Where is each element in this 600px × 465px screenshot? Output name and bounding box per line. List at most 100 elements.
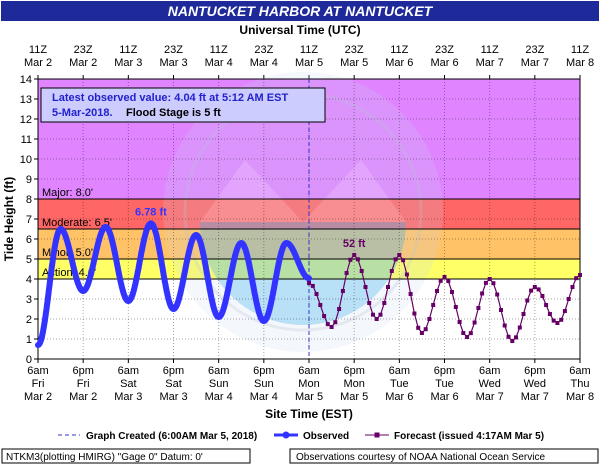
- forecast-point: [367, 301, 372, 305]
- forecast-point: [476, 306, 481, 310]
- top-tick-time: 11Z: [300, 44, 318, 56]
- forecast-point: [329, 325, 334, 329]
- forecast-point: [359, 269, 364, 273]
- forecast-point: [544, 303, 549, 307]
- y-tick-label: 12: [20, 114, 32, 126]
- x-tick-date: Mar 2: [69, 391, 97, 403]
- top-tick-time: 23Z: [345, 44, 364, 56]
- legend-created-label: Graph Created (6:00AM Mar 5, 2018): [86, 431, 257, 442]
- x-tick-day: Mon: [343, 378, 364, 390]
- y-tick-label: 2: [26, 314, 32, 326]
- observed-series-line: [35, 220, 312, 348]
- forecast-point: [337, 307, 342, 311]
- forecast-point: [540, 294, 545, 298]
- forecast-point: [318, 303, 323, 307]
- forecast-point: [461, 331, 466, 335]
- forecast-point: [547, 312, 552, 316]
- y-tick-label: 5: [26, 254, 32, 266]
- x-tick-day: Sat: [120, 378, 137, 390]
- forecast-point: [325, 322, 330, 327]
- forecast-point: [397, 253, 402, 257]
- forecast-point: [555, 321, 560, 325]
- forecast-point: [340, 289, 345, 293]
- x-tick-date: Mar 3: [159, 391, 187, 403]
- forecast-point: [483, 280, 488, 285]
- x-tick-date: Mar 3: [114, 391, 142, 403]
- forecast-point: [310, 283, 315, 288]
- y-tick-label: 9: [26, 174, 32, 186]
- forecast-point: [457, 320, 462, 324]
- forecast-point: [517, 325, 522, 330]
- x-axis-label: Site Time (EST): [265, 407, 353, 421]
- top-tick-time: 23Z: [74, 44, 93, 56]
- y-tick-label: 0: [26, 354, 32, 366]
- x-tick-day: Tue: [435, 378, 454, 390]
- forecast-point: [510, 339, 515, 343]
- x-tick-date: Mar 4: [205, 391, 233, 403]
- footer-right-text: Observations courtesy of NOAA National O…: [296, 452, 545, 463]
- top-tick-time: 11Z: [29, 44, 47, 56]
- category-label-moderate: Moderate: 6.5': [42, 217, 112, 229]
- forecast-point: [378, 312, 383, 317]
- legend: Graph Created (6:00AM Mar 5, 2018) Obser…: [58, 431, 544, 442]
- top-tick-date: Mar 3: [114, 57, 142, 69]
- forecast-point: [480, 291, 485, 296]
- x-tick-time: 6pm: [253, 365, 274, 377]
- x-tick-time: 6am: [389, 365, 410, 377]
- top-tick-date: Mar 7: [521, 57, 549, 69]
- forecast-point: [314, 292, 319, 296]
- forecast-point: [529, 288, 534, 293]
- forecast-point: [401, 258, 406, 263]
- top-tick-date: Mar 4: [205, 57, 233, 69]
- top-tick-time: 11Z: [481, 44, 499, 56]
- y-tick-label: 13: [20, 94, 32, 106]
- forecast-point: [419, 331, 424, 335]
- y-tick-label: 3: [26, 294, 32, 306]
- y-tick-label: 7: [26, 214, 32, 226]
- x-tick-date: Mar 4: [250, 391, 278, 403]
- forecast-point: [389, 269, 394, 273]
- x-tick-date: Mar 6: [385, 391, 413, 403]
- x-tick-time: 6pm: [163, 365, 184, 377]
- legend-forecast-label: Forecast (issued 4:17AM Mar 5): [394, 431, 544, 442]
- forecast-point: [499, 308, 503, 312]
- top-tick-time: 23Z: [435, 44, 454, 56]
- forecast-peak-label: 52 ft: [343, 238, 366, 250]
- x-tick-time: 6am: [298, 365, 319, 377]
- title-bar: [1, 1, 599, 21]
- forecast-point: [514, 335, 518, 340]
- forecast-point: [307, 281, 311, 285]
- forecast-point: [525, 298, 530, 303]
- x-tick-date: Mar 5: [295, 391, 323, 403]
- x-tick-day: Thu: [571, 378, 590, 390]
- x-tick-time: 6am: [479, 365, 500, 377]
- y-tick-label: 11: [21, 134, 32, 146]
- x-tick-day: Fri: [77, 378, 90, 390]
- top-tick-date: Mar 8: [566, 57, 594, 69]
- top-tick-time: 23Z: [254, 44, 273, 56]
- x-tick-day: Sun: [209, 378, 229, 390]
- x-tick-date: Mar 6: [430, 391, 458, 403]
- forecast-point: [374, 317, 379, 321]
- x-tick-date: Mar 2: [24, 391, 52, 403]
- forecast-point: [442, 275, 447, 279]
- latest-value-date: 5-Mar-2018.: [52, 107, 113, 119]
- x-tick-time: 6am: [208, 365, 229, 377]
- x-tick-day: Wed: [478, 378, 500, 390]
- forecast-point: [495, 292, 500, 297]
- x-tick-day: Tue: [390, 378, 409, 390]
- forecast-point: [404, 272, 409, 277]
- footer-left-text: NTKM3(plotting HMIRG) "Gage 0" Datum: 0': [6, 452, 203, 463]
- forecast-point: [393, 257, 398, 262]
- forecast-point: [427, 317, 432, 321]
- forecast-point: [352, 253, 357, 257]
- y-tick-label: 10: [20, 154, 32, 166]
- top-tick-date: Mar 2: [69, 57, 97, 69]
- top-tick-date: Mar 5: [340, 57, 368, 69]
- forecast-point: [491, 281, 496, 286]
- forecast-point: [435, 289, 439, 293]
- x-tick-date: Mar 8: [566, 391, 594, 403]
